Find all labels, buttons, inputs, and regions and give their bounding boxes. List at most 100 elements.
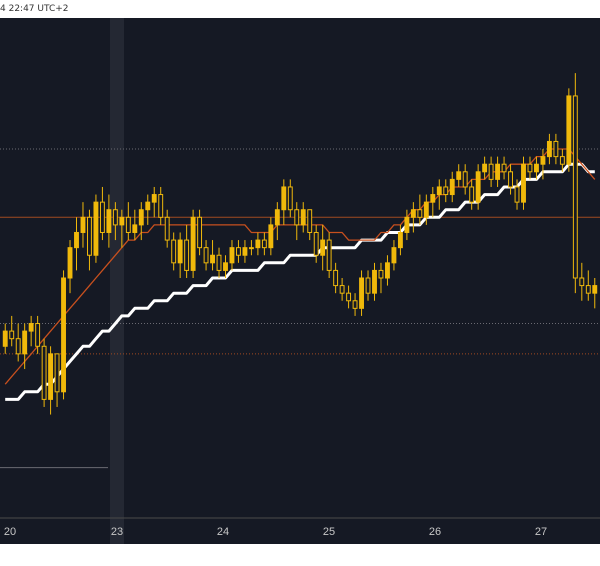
- candle: [359, 270, 364, 316]
- candle-body: [197, 216, 203, 249]
- candle-body: [184, 239, 190, 271]
- candle-body: [385, 262, 390, 279]
- x-tick-label: 20: [4, 526, 16, 538]
- candle: [67, 240, 73, 294]
- candle-body: [391, 247, 397, 264]
- candle: [313, 224, 319, 263]
- candle: [48, 346, 54, 415]
- candle: [210, 240, 215, 271]
- candle: [54, 353, 60, 407]
- candle: [320, 224, 326, 271]
- candle: [229, 240, 235, 271]
- candle-body: [475, 171, 481, 203]
- candle-body: [112, 209, 118, 226]
- ema_slow-path: [5, 162, 595, 401]
- candle-body: [229, 247, 235, 264]
- candle: [495, 156, 501, 187]
- candle-body: [404, 216, 410, 233]
- candle-body: [22, 330, 28, 355]
- candle: [397, 224, 403, 256]
- candle: [585, 270, 591, 301]
- candle-body: [579, 277, 585, 287]
- x-tick-label: 23: [111, 526, 123, 538]
- chart-header: 4 22:47 UTC+2: [0, 0, 600, 18]
- candle-body: [67, 247, 73, 279]
- candle-body: [495, 163, 501, 180]
- candle-body: [54, 353, 60, 393]
- candle-body: [93, 201, 99, 256]
- candle: [138, 202, 144, 241]
- candle: [22, 323, 28, 370]
- candle-body: [443, 186, 449, 196]
- candle: [430, 186, 436, 218]
- candle: [274, 202, 280, 241]
- candle: [106, 194, 112, 248]
- x-tick-label: 25: [323, 526, 335, 538]
- candle-body: [138, 209, 144, 226]
- candle: [501, 156, 507, 180]
- candle: [236, 240, 241, 263]
- candle-body: [592, 285, 598, 294]
- candle-body: [268, 224, 274, 249]
- candle-body: [508, 171, 513, 188]
- session-highlight: [110, 18, 124, 544]
- candle-body: [430, 194, 436, 203]
- candle-body: [2, 330, 8, 347]
- candle-body: [132, 224, 138, 233]
- candle: [268, 217, 274, 256]
- candle: [223, 255, 228, 278]
- candle-body: [501, 163, 507, 173]
- candle-body: [9, 330, 15, 340]
- candle: [410, 202, 416, 233]
- candle-body: [488, 163, 494, 180]
- candle-body: [223, 262, 228, 271]
- price-chart[interactable]: 20 23 24 25 26 27: [0, 18, 600, 544]
- candle-body: [28, 323, 34, 332]
- candle-body: [145, 201, 151, 211]
- plot-background: [0, 18, 600, 544]
- candle: [326, 232, 332, 278]
- x-axis-ticks: 20 23 24 25 26 27: [4, 526, 547, 538]
- candle-body: [417, 209, 423, 218]
- candle: [164, 209, 170, 248]
- candle-body: [436, 186, 442, 196]
- candle: [190, 209, 196, 278]
- candle-body: [423, 201, 429, 218]
- chart-panel[interactable]: 20 23 24 25 26 27: [0, 18, 600, 544]
- candle-body: [210, 254, 215, 264]
- candle: [352, 293, 358, 316]
- candle: [61, 270, 66, 400]
- candle: [566, 88, 572, 172]
- candle-body: [158, 194, 164, 218]
- candle-body: [15, 338, 21, 355]
- candle-body: [482, 163, 488, 173]
- candle: [540, 149, 546, 180]
- candle: [385, 255, 390, 286]
- candle-body: [261, 239, 267, 249]
- candle: [307, 209, 313, 241]
- candle-body: [372, 269, 377, 294]
- candle-body: [242, 247, 248, 256]
- candle: [242, 240, 248, 263]
- candle: [28, 315, 34, 347]
- candle: [514, 179, 520, 210]
- candle-body: [190, 216, 196, 271]
- candle: [482, 156, 488, 180]
- bottom-margin: [0, 544, 600, 566]
- candle-body: [410, 209, 416, 218]
- candle-body: [203, 247, 209, 264]
- candle-body: [333, 269, 339, 287]
- candle-body: [553, 140, 559, 158]
- candle: [197, 209, 203, 256]
- candle-body: [346, 292, 352, 302]
- candle-body: [281, 186, 287, 211]
- candle-body: [74, 231, 79, 249]
- candle: [132, 209, 138, 241]
- candle: [488, 156, 494, 187]
- candle-body: [300, 209, 306, 226]
- candle: [423, 194, 429, 225]
- candle-body: [352, 300, 358, 309]
- candle-body: [87, 216, 92, 256]
- candle-body: [559, 156, 565, 165]
- candle: [546, 133, 552, 165]
